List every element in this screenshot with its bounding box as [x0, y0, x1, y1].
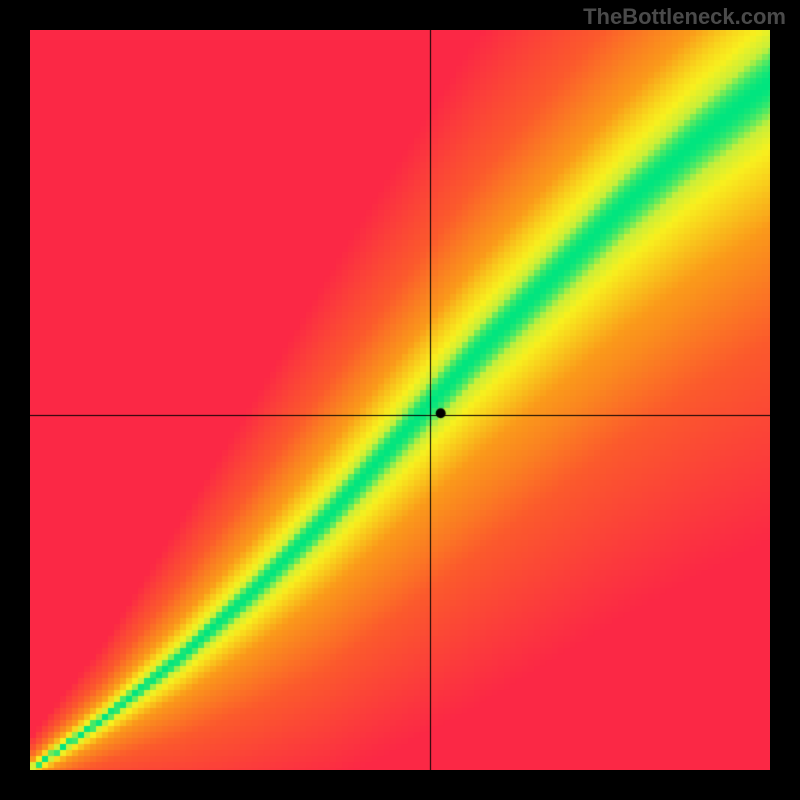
watermark-text: TheBottleneck.com — [583, 4, 786, 30]
chart-frame: TheBottleneck.com — [0, 0, 800, 800]
heatmap-canvas — [30, 30, 770, 770]
heatmap-plot — [30, 30, 770, 770]
